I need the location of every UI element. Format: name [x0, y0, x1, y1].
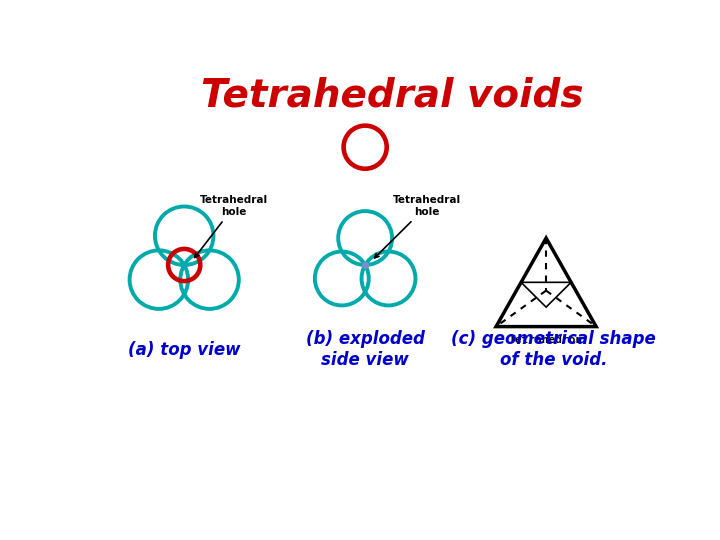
Text: Tetrahedron: Tetrahedron	[509, 335, 583, 346]
Text: (b) exploded
side view: (b) exploded side view	[306, 330, 425, 369]
Text: (c) geometrical shape
of the void.: (c) geometrical shape of the void.	[451, 330, 656, 369]
Text: Tetrahedral
hole: Tetrahedral hole	[374, 195, 461, 258]
Text: (a) top view: (a) top view	[128, 341, 240, 359]
Text: Tetrahedral voids: Tetrahedral voids	[201, 77, 583, 114]
Text: Tetrahedral
hole: Tetrahedral hole	[194, 195, 269, 258]
